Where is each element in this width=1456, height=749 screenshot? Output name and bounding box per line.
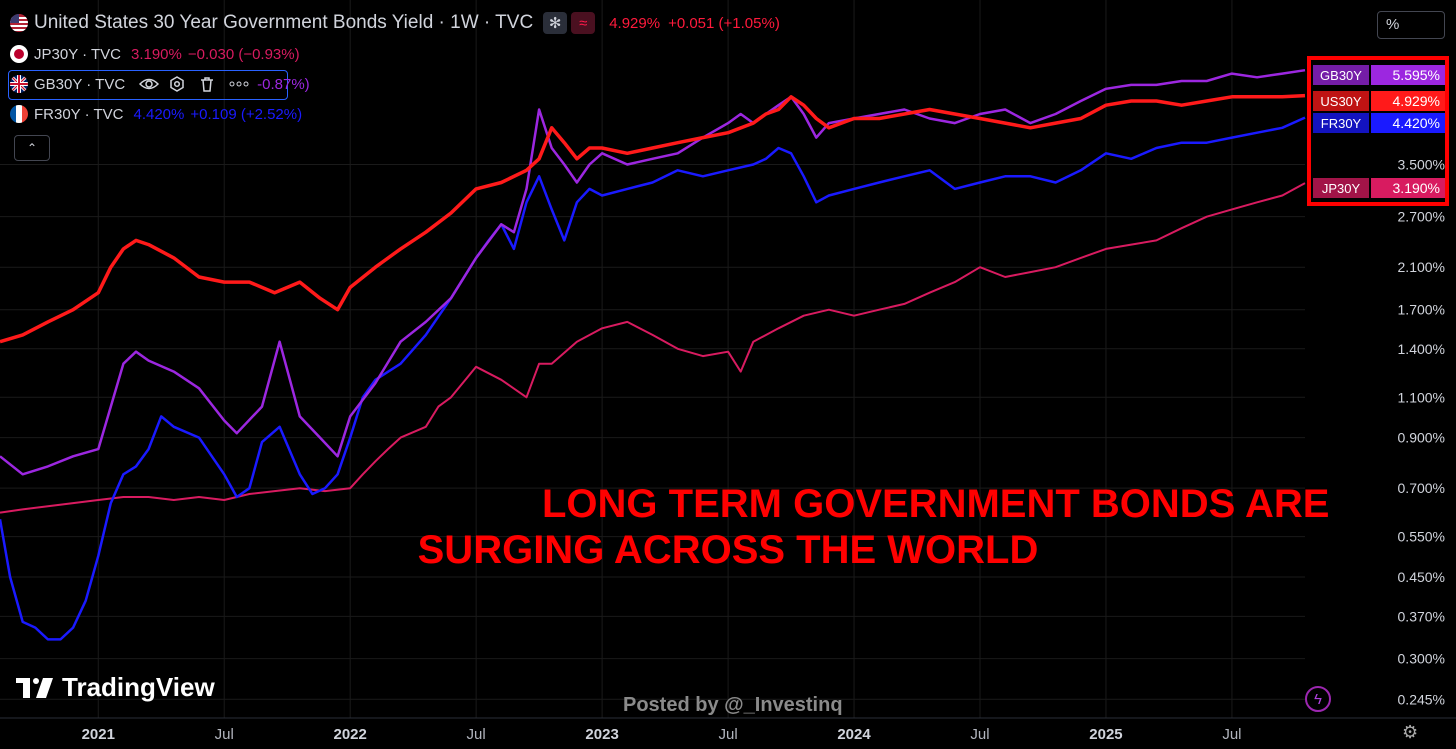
- y-tick-label: 2.100%: [1398, 259, 1445, 275]
- series-name-label-bg: [1313, 113, 1369, 133]
- us-flag-icon: [10, 14, 28, 32]
- series-value-label-bg: [1371, 178, 1445, 198]
- trash-icon[interactable]: [199, 76, 215, 92]
- collapse-legend-button[interactable]: ⌃: [14, 135, 50, 161]
- x-tick-label: 2023: [585, 726, 618, 743]
- legend-row-fr30y[interactable]: FR30Y · TVC 4.420% +0.109 (+2.52%): [10, 105, 302, 123]
- series-line-gb30y: [0, 68, 1306, 476]
- main-series-change: +0.051 (+1.05%): [668, 14, 780, 32]
- main-series-value: 4.929%: [609, 14, 661, 32]
- x-tick-label: 2025: [1089, 726, 1122, 743]
- last-value-labels: GB30Y 5.595% US30Y 4.929% FR30Y 4.420% JP30Y 3.…: [1313, 65, 1445, 198]
- eye-icon[interactable]: [139, 76, 160, 92]
- x-tick-label: Jul: [467, 726, 486, 743]
- overlay-text-line1: LONG TERM GOVERNMENT BONDS ARE: [542, 482, 1330, 526]
- series-name-label: JP30Y: [1322, 181, 1361, 196]
- series-layer: [0, 68, 1306, 641]
- gb-flag-icon: [10, 75, 28, 93]
- main-series-icons: ✻ ≈: [543, 12, 596, 34]
- main-series-title[interactable]: United States 30 Year Government Bonds Y…: [34, 12, 534, 33]
- x-tick-label: Jul: [1222, 726, 1241, 743]
- series-name-label: FR30Y: [1321, 116, 1362, 131]
- gear-icon[interactable]: ⚙: [1402, 722, 1419, 742]
- legend-symbol: JP30Y · TVC: [34, 45, 121, 63]
- overlay-text-line2: SURGING ACROSS THE WORLD: [417, 528, 1039, 572]
- series-value-label: 3.190%: [1393, 180, 1440, 196]
- series-line-fr30y: [0, 116, 1306, 641]
- y-tick-label: 1.100%: [1398, 389, 1445, 405]
- series-name-label-bg: [1313, 178, 1369, 198]
- last-values-highlight: [1307, 56, 1449, 206]
- series-value-label-bg: [1371, 113, 1445, 133]
- y-tick-label: 0.300%: [1398, 651, 1445, 667]
- posted-by-credit: Posted by @_Investinq: [623, 694, 843, 716]
- fr-flag-icon: [10, 105, 28, 123]
- legend-change: -0.87%): [257, 75, 310, 93]
- legend-change: −0.030 (−0.93%): [187, 45, 300, 63]
- y-tick-label: 1.700%: [1398, 302, 1445, 318]
- series-value-label: 5.595%: [1393, 67, 1440, 83]
- y-tick-label: 0.900%: [1398, 430, 1445, 446]
- legend-row-gb30y[interactable]: GB30Y · TVC -0.87%): [10, 75, 310, 93]
- series-value-label: 4.420%: [1393, 115, 1440, 131]
- tradingview-logo[interactable]: TradingView: [16, 672, 215, 703]
- percent-scale-button[interactable]: %: [1377, 11, 1445, 39]
- y-tick-label: 3.500%: [1398, 156, 1445, 172]
- settings-icon[interactable]: [169, 76, 185, 92]
- x-tick-label: 2022: [333, 726, 366, 743]
- legend-value: 4.420%: [133, 105, 185, 123]
- y-tick-label: 0.550%: [1398, 529, 1445, 545]
- main-series-header: United States 30 Year Government Bonds Y…: [10, 12, 780, 34]
- x-tick-label: Jul: [215, 726, 234, 743]
- series-line-jp30y: [0, 182, 1306, 514]
- legend-value: 3.190%: [130, 45, 182, 63]
- x-tick-label: 2024: [837, 726, 871, 743]
- y-tick-label: 0.245%: [1398, 691, 1445, 707]
- lightning-icon[interactable]: ϟ: [1305, 686, 1331, 712]
- jp-flag-icon: [10, 45, 28, 63]
- grid: [0, 0, 1305, 718]
- y-axis: 3.500% 2.700% 2.100% 1.700% 1.400% 1.100% 0.90…: [1398, 156, 1445, 707]
- legend-symbol: GB30Y · TVC: [34, 75, 126, 93]
- y-tick-label: 0.450%: [1398, 569, 1445, 585]
- selected-legend-frame: [8, 70, 288, 100]
- series-value-label-bg: [1371, 91, 1445, 111]
- x-tick-label: Jul: [718, 726, 737, 743]
- series-name-label-bg: [1313, 65, 1369, 85]
- y-tick-label: 0.700%: [1398, 480, 1445, 496]
- y-tick-label: 2.700%: [1398, 209, 1445, 225]
- series-value-label: 4.929%: [1393, 93, 1440, 109]
- x-tick-label: 2021: [82, 726, 115, 743]
- y-tick-label: 0.370%: [1398, 608, 1445, 624]
- asterisk-icon[interactable]: ✻: [543, 12, 568, 34]
- approx-icon[interactable]: ≈: [571, 12, 596, 34]
- legend-change: +0.109 (+2.52%): [190, 105, 303, 123]
- series-value-label-bg: [1371, 65, 1445, 85]
- chevron-up-icon: ⌃: [26, 141, 38, 155]
- x-axis: 2021 Jul 2022 Jul 2023 Jul 2024 Jul 2025 Jul: [0, 717, 1456, 743]
- series-name-label: GB30Y: [1320, 68, 1362, 83]
- series-name-label: US30Y: [1320, 94, 1362, 109]
- series-line-us30y: [0, 93, 1306, 344]
- y-tick-label: 1.400%: [1398, 341, 1445, 357]
- tradingview-logo-icon: [16, 677, 53, 698]
- x-tick-label: Jul: [970, 726, 989, 743]
- more-icon[interactable]: [229, 76, 249, 92]
- legend-row-jp30y[interactable]: JP30Y · TVC 3.190% −0.030 (−0.93%): [10, 45, 300, 63]
- tradingview-wordmark: TradingView: [62, 672, 215, 702]
- series-name-label-bg: [1313, 91, 1369, 111]
- legend-symbol: FR30Y · TVC: [34, 105, 124, 123]
